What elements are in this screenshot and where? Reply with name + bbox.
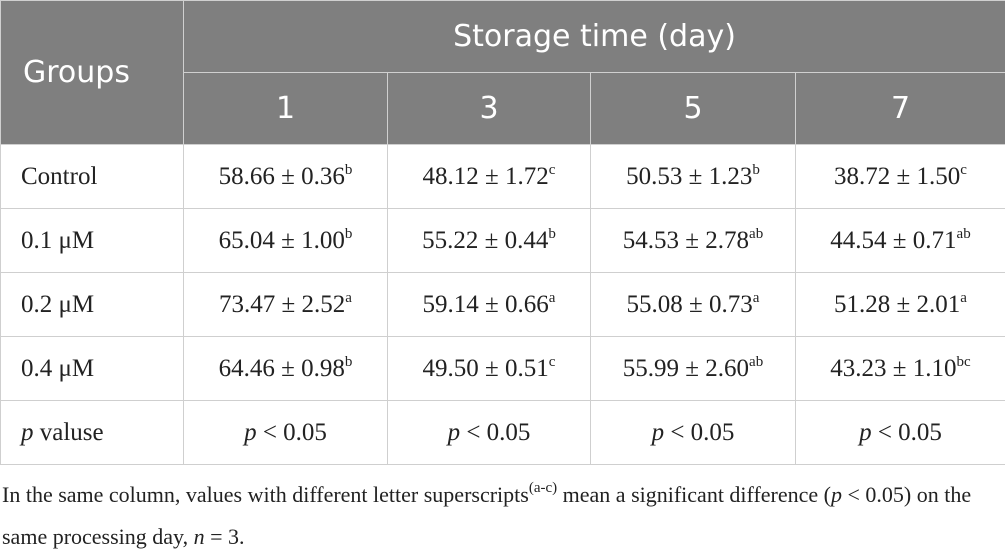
day-header: 5 (591, 73, 796, 145)
cell-value: 65.04 ± 1.00 (219, 227, 345, 254)
cell-value: 51.28 ± 2.01 (834, 291, 960, 318)
cell-value: 55.22 ± 0.44 (422, 227, 548, 254)
cell-superscript: b (548, 226, 556, 242)
day-header: 1 (184, 73, 388, 145)
cell-superscript: c (960, 162, 967, 178)
cell-superscript: bc (957, 354, 971, 370)
cell-superscript: a (753, 290, 760, 306)
cell-value: 48.12 ± 1.72 (423, 163, 549, 190)
italic-symbol: p (448, 419, 461, 446)
cell-value: 55.99 ± 2.60 (623, 355, 749, 382)
cell-superscript: ab (749, 226, 763, 242)
footnote-text: p (831, 482, 842, 507)
cell-text: < 0.05 (257, 419, 327, 446)
cell-superscript: a (960, 290, 967, 306)
cell: 43.23 ± 1.10bc (796, 337, 1005, 401)
italic-symbol: p (859, 419, 872, 446)
cell-superscript: ab (749, 354, 763, 370)
cell: 55.08 ± 0.73a (591, 273, 796, 337)
cell-value: 49.50 ± 0.51 (423, 355, 549, 382)
row-label: Control (1, 145, 184, 209)
cell: 49.50 ± 0.51c (388, 337, 591, 401)
label-text: valuse (34, 419, 104, 446)
cell-superscript: a (549, 290, 556, 306)
cell-text: < 0.05 (664, 419, 734, 446)
cell: 58.66 ± 0.36b (184, 145, 388, 209)
cell-value: 50.53 ± 1.23 (626, 163, 752, 190)
storage-time-header: Storage time (day) (184, 1, 1005, 73)
cell: 44.54 ± 0.71ab (796, 209, 1005, 273)
row-label: 0.2 μM (1, 273, 184, 337)
day-header: 7 (796, 73, 1005, 145)
cell: p < 0.05 (184, 401, 388, 465)
cell-value: 44.54 ± 0.71 (830, 227, 956, 254)
cell-superscript: a (345, 290, 352, 306)
footnote: In the same column, values with differen… (2, 474, 1002, 558)
cell: p < 0.05 (796, 401, 1005, 465)
italic-symbol: p (21, 419, 34, 446)
italic-symbol: p (652, 419, 665, 446)
cell-superscript: b (345, 354, 353, 370)
footnote-text: = 3. (205, 524, 245, 549)
cell-text: < 0.05 (460, 419, 530, 446)
cell-superscript: b (345, 226, 353, 242)
cell: 65.04 ± 1.00b (184, 209, 388, 273)
groups-header: Groups (1, 1, 184, 145)
row-label: 0.4 μM (1, 337, 184, 401)
cell-superscript: c (549, 162, 556, 178)
footnote-text: (a-c) (529, 480, 557, 496)
footnote-text: mean a significant difference ( (557, 482, 831, 507)
cell-value: 43.23 ± 1.10 (830, 355, 956, 382)
cell: 48.12 ± 1.72c (388, 145, 591, 209)
cell: 51.28 ± 2.01a (796, 273, 1005, 337)
cell-superscript: ab (957, 226, 971, 242)
italic-symbol: p (244, 419, 257, 446)
cell: 54.53 ± 2.78ab (591, 209, 796, 273)
day-header: 3 (388, 73, 591, 145)
cell-value: 73.47 ± 2.52 (219, 291, 345, 318)
row-label: 0.1 μM (1, 209, 184, 273)
cell: 64.46 ± 0.98b (184, 337, 388, 401)
cell: 55.22 ± 0.44b (388, 209, 591, 273)
cell-superscript: c (549, 354, 556, 370)
cell-value: 64.46 ± 0.98 (219, 355, 345, 382)
cell: 38.72 ± 1.50c (796, 145, 1005, 209)
cell: p < 0.05 (591, 401, 796, 465)
cell: 59.14 ± 0.66a (388, 273, 591, 337)
cell-value: 55.08 ± 0.73 (627, 291, 753, 318)
cell-superscript: b (752, 162, 760, 178)
footnote-text: In the same column, values with differen… (2, 482, 529, 507)
cell: 55.99 ± 2.60ab (591, 337, 796, 401)
cell-value: 54.53 ± 2.78 (623, 227, 749, 254)
cell-text: < 0.05 (872, 419, 942, 446)
footnote-text: n (194, 524, 205, 549)
row-label: p valuse (1, 401, 184, 465)
cell-superscript: b (345, 162, 353, 178)
cell: p < 0.05 (388, 401, 591, 465)
cell-value: 59.14 ± 0.66 (423, 291, 549, 318)
cell: 73.47 ± 2.52a (184, 273, 388, 337)
cell-value: 58.66 ± 0.36 (219, 163, 345, 190)
cell-value: 38.72 ± 1.50 (834, 163, 960, 190)
cell: 50.53 ± 1.23b (591, 145, 796, 209)
